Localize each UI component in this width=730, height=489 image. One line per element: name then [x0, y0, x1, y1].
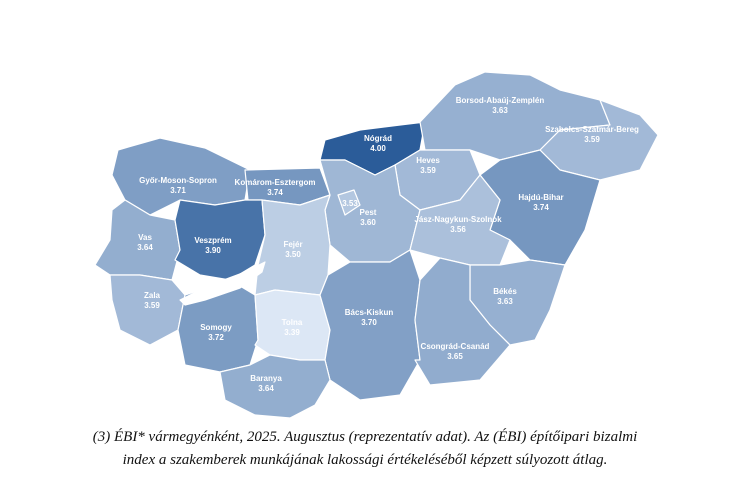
region-name: Békés [493, 287, 517, 296]
region-value: 3.53 [342, 199, 358, 208]
region-value: 3.71 [170, 186, 186, 195]
region-value: 3.72 [208, 333, 224, 342]
region-value: 3.59 [420, 166, 436, 175]
region-name: Baranya [250, 374, 282, 383]
region-value: 3.60 [360, 218, 376, 227]
region-name: Csongrád-Csanád [421, 342, 490, 351]
region-value: 3.64 [137, 243, 153, 252]
region-name: Bács-Kiskun [345, 308, 394, 317]
region-value: 3.63 [497, 297, 513, 306]
region-value: 3.39 [284, 328, 300, 337]
region-value: 3.59 [584, 135, 600, 144]
region-name: Borsod-Abaúj-Zemplén [456, 96, 545, 105]
region-name: Tolna [282, 318, 303, 327]
county [219, 354, 331, 419]
region-value: 3.70 [361, 318, 377, 327]
region-name: Győr-Moson-Sopron [139, 176, 217, 185]
region-name: Komárom-Esztergom [235, 178, 316, 187]
region-name: Hajdú-Bihar [518, 193, 563, 202]
region-value: 3.50 [285, 250, 301, 259]
region-name: Jász-Nagykun-Szolnok [414, 215, 502, 224]
region-name: Zala [144, 291, 161, 300]
caption-line: index a szakemberek munkájának lakossági… [123, 452, 608, 468]
region-name: Veszprém [194, 236, 231, 245]
region-name: Somogy [200, 323, 232, 332]
region-value: 3.65 [447, 352, 463, 361]
region-value: 3.90 [205, 246, 221, 255]
budapest [337, 189, 361, 216]
county [409, 174, 511, 266]
region-value: 4.00 [370, 144, 386, 153]
region-name: Nógrád [364, 134, 392, 143]
region-name: Heves [416, 156, 440, 165]
region-value: 3.59 [144, 301, 160, 310]
region-name: Fejér [283, 240, 302, 249]
county [109, 274, 186, 346]
region-value: 3.74 [267, 188, 283, 197]
region-value: 3.63 [492, 106, 508, 115]
region-value: 3.74 [533, 203, 549, 212]
region-value: 3.64 [258, 384, 274, 393]
region-name: Vas [138, 233, 152, 242]
caption-line: (3) ÉBI* vármegyénként, 2025. Augusztus … [93, 428, 637, 445]
county [414, 257, 511, 386]
region-name: Pest [360, 208, 377, 217]
region-name: Szabolcs-Szatmár-Bereg [545, 125, 639, 134]
lake-balaton [179, 261, 266, 306]
region-value: 3.56 [450, 225, 466, 234]
